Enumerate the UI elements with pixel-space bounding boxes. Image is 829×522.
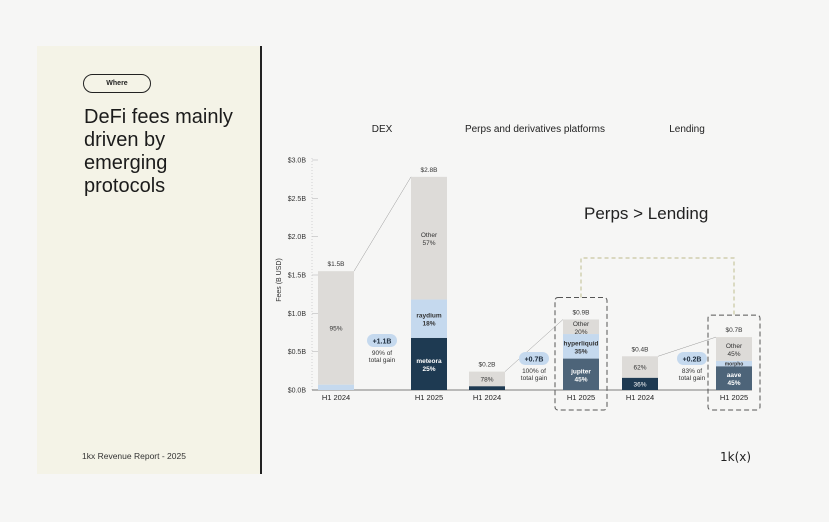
bar-segment	[622, 356, 658, 378]
left-panel: Where DeFi fees mainly driven by emergin…	[37, 46, 260, 474]
segment-name-label: morpho	[725, 362, 744, 368]
bar-segment	[469, 386, 505, 390]
bar-segment	[716, 360, 752, 367]
segment-name-label: Other	[421, 232, 438, 239]
delta-share-label: 90% of	[372, 350, 392, 357]
delta-share-label: total gain	[521, 375, 548, 382]
highlight-dashed-box	[554, 296, 608, 411]
group-title: Lending	[669, 124, 705, 135]
segment-pct-label: 62%	[633, 365, 646, 372]
delta-bubble	[519, 352, 549, 365]
bar-segment	[318, 384, 354, 390]
y-tick-label: $2.5B	[288, 196, 307, 203]
bar-total-label: $0.9B	[573, 309, 590, 316]
segment-name-label: hyperliquid	[563, 340, 598, 347]
segment-pct-label: 25%	[422, 366, 435, 373]
segment-pct-label: 57%	[422, 240, 435, 247]
y-tick-label: $1.5B	[288, 273, 307, 280]
delta-value: +1.1B	[373, 339, 392, 346]
y-tick-label: $2.0B	[288, 234, 307, 241]
delta-bubble	[367, 334, 397, 347]
x-tick-label: H1 2024	[473, 393, 501, 402]
group-title: DEX	[372, 124, 393, 135]
segment-pct-label: 78%	[480, 376, 493, 383]
report-footer: 1kx Revenue Report - 2025	[82, 451, 186, 461]
y-tick-label: $3.0B	[288, 158, 307, 165]
vertical-divider	[260, 46, 262, 474]
segment-name-label: aave	[727, 372, 742, 379]
bar-segment	[411, 337, 447, 390]
delta-share-label: total gain	[369, 357, 396, 364]
y-tick-label: $0.0B	[288, 388, 307, 395]
segment-pct-label: 45%	[727, 351, 740, 358]
growth-connector-line	[353, 176, 412, 272]
delta-share-label: 83% of	[682, 368, 702, 375]
bar-segment	[716, 337, 752, 361]
bar-segment	[411, 176, 447, 300]
segment-pct-label: 18%	[422, 321, 435, 328]
bar-segment	[318, 271, 354, 385]
bar-segment	[622, 377, 658, 390]
segment-name-label: Other	[726, 343, 743, 350]
delta-value: +0.2B	[683, 357, 702, 364]
segment-pct-label: 20%	[574, 329, 587, 336]
bar-segment	[469, 371, 505, 387]
segment-name-label: raydium	[416, 313, 442, 320]
segment-pct-label: 45%	[727, 380, 740, 387]
bar-total-label: $2.8B	[421, 167, 438, 174]
x-tick-label: H1 2025	[415, 393, 443, 402]
comparison-bracket	[580, 257, 735, 316]
bar-total-label: $0.4B	[632, 346, 649, 353]
segment-pct-label: 45%	[574, 376, 587, 383]
slide-title: DeFi fees mainly driven by emerging prot…	[84, 106, 233, 197]
fees-chart: Fees (B USD) $0.0B $0.5B $1.0B $1.5B $2.0B $2.…	[276, 124, 761, 411]
x-tick-label: H1 2024	[322, 393, 350, 402]
perps-lending-annotation: Perps > Lending	[584, 204, 708, 223]
segment-pct-label: 35%	[574, 348, 587, 355]
delta-share-label: total gain	[679, 375, 706, 382]
bar-segment	[563, 319, 599, 335]
group-title: Perps and derivatives platforms	[465, 124, 605, 135]
bar-total-label: $1.5B	[328, 261, 345, 268]
growth-connector-line	[504, 319, 564, 372]
segment-name-label: meteora	[416, 358, 442, 365]
segment-pct-label: 95%	[329, 325, 342, 332]
y-tick-label: $0.5B	[288, 349, 307, 356]
y-tick-label: $1.0B	[288, 311, 307, 318]
x-tick-label: H1 2025	[567, 393, 595, 402]
delta-share-label: 100% of	[522, 368, 546, 375]
segment-name-label: jupiter	[570, 368, 591, 375]
segment-name-label: Other	[573, 321, 590, 328]
bar-segment	[716, 366, 752, 390]
x-tick-label: H1 2024	[626, 393, 654, 402]
growth-connector-line	[657, 336, 717, 357]
delta-bubble	[677, 352, 707, 365]
x-tick-label: H1 2025	[720, 393, 748, 402]
bar-total-label: $0.7B	[726, 327, 743, 334]
bar-segment	[563, 358, 599, 390]
bar-segment	[563, 334, 599, 359]
y-axis-label: Fees (B USD)	[276, 258, 283, 302]
bar-total-label: $0.2B	[479, 362, 496, 369]
delta-value: +0.7B	[525, 357, 544, 364]
bar-segment	[411, 299, 447, 338]
section-tag: Where	[83, 74, 151, 93]
brand-logo: 1k(x)	[720, 450, 752, 464]
segment-pct-label: 36%	[633, 381, 646, 388]
